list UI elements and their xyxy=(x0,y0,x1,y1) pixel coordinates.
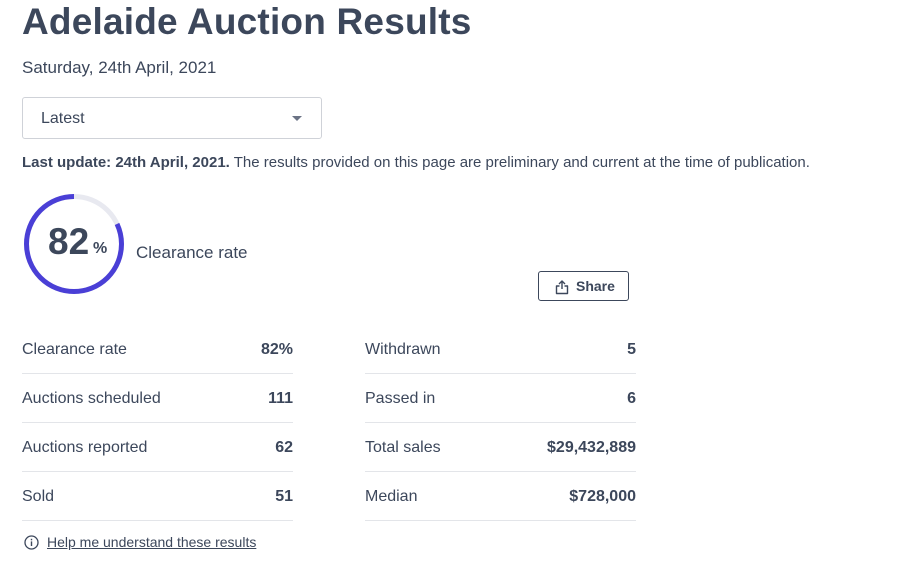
stat-label: Passed in xyxy=(365,390,436,407)
share-icon xyxy=(555,280,569,295)
clearance-rate-gauge: 82 % xyxy=(22,192,126,296)
stat-label: Clearance rate xyxy=(22,341,127,358)
help-link-label: Help me understand these results xyxy=(47,534,257,550)
stat-value: 82% xyxy=(260,341,293,358)
gauge-percent-sign: % xyxy=(93,240,108,257)
stat-row-total-sales: Total sales $29,432,889 xyxy=(365,423,636,472)
page-title: Adelaide Auction Results xyxy=(22,1,472,42)
stat-value: $29,432,889 xyxy=(547,439,636,456)
stat-row-auctions-scheduled: Auctions scheduled 111 xyxy=(22,374,293,423)
stat-label: Total sales xyxy=(365,439,441,456)
last-update-note: The results provided on this page are pr… xyxy=(229,154,810,171)
stat-row-clearance-rate: Clearance rate 82% xyxy=(22,325,293,374)
stat-value: 111 xyxy=(268,390,293,407)
gauge-caption: Clearance rate xyxy=(136,243,248,262)
auction-date: Saturday, 24th April, 2021 xyxy=(22,58,217,77)
stat-row-sold: Sold 51 xyxy=(22,472,293,521)
date-select-dropdown[interactable]: Latest xyxy=(22,97,322,139)
last-update-notice: Last update: 24th April, 2021. The resul… xyxy=(22,154,810,172)
stat-row-auctions-reported: Auctions reported 62 xyxy=(22,423,293,472)
chevron-down-icon xyxy=(292,116,302,121)
stat-label: Sold xyxy=(22,488,55,505)
info-icon xyxy=(24,535,39,550)
stat-value: 62 xyxy=(275,439,293,456)
stat-label: Auctions scheduled xyxy=(22,390,161,407)
stat-label: Auctions reported xyxy=(22,439,148,456)
stats-table-right: Withdrawn 5 Passed in 6 Total sales $29,… xyxy=(365,325,636,521)
gauge-ring xyxy=(24,194,124,294)
gauge-value: 82 xyxy=(48,221,90,262)
stats-table-left: Clearance rate 82% Auctions scheduled 11… xyxy=(22,325,293,521)
stat-row-withdrawn: Withdrawn 5 xyxy=(365,325,636,374)
last-update-label: Last update: 24th April, 2021. xyxy=(22,154,230,171)
stat-value: 6 xyxy=(627,390,636,407)
share-button[interactable]: Share xyxy=(538,271,629,301)
stat-value: 5 xyxy=(627,341,636,358)
stat-row-median: Median $728,000 xyxy=(365,472,636,521)
stat-value: $728,000 xyxy=(569,488,636,505)
stat-label: Withdrawn xyxy=(365,341,441,358)
date-select-value: Latest xyxy=(41,110,85,127)
share-label: Share xyxy=(576,278,615,294)
stat-label: Median xyxy=(365,488,418,505)
stat-row-passed-in: Passed in 6 xyxy=(365,374,636,423)
stat-value: 51 xyxy=(275,488,293,505)
